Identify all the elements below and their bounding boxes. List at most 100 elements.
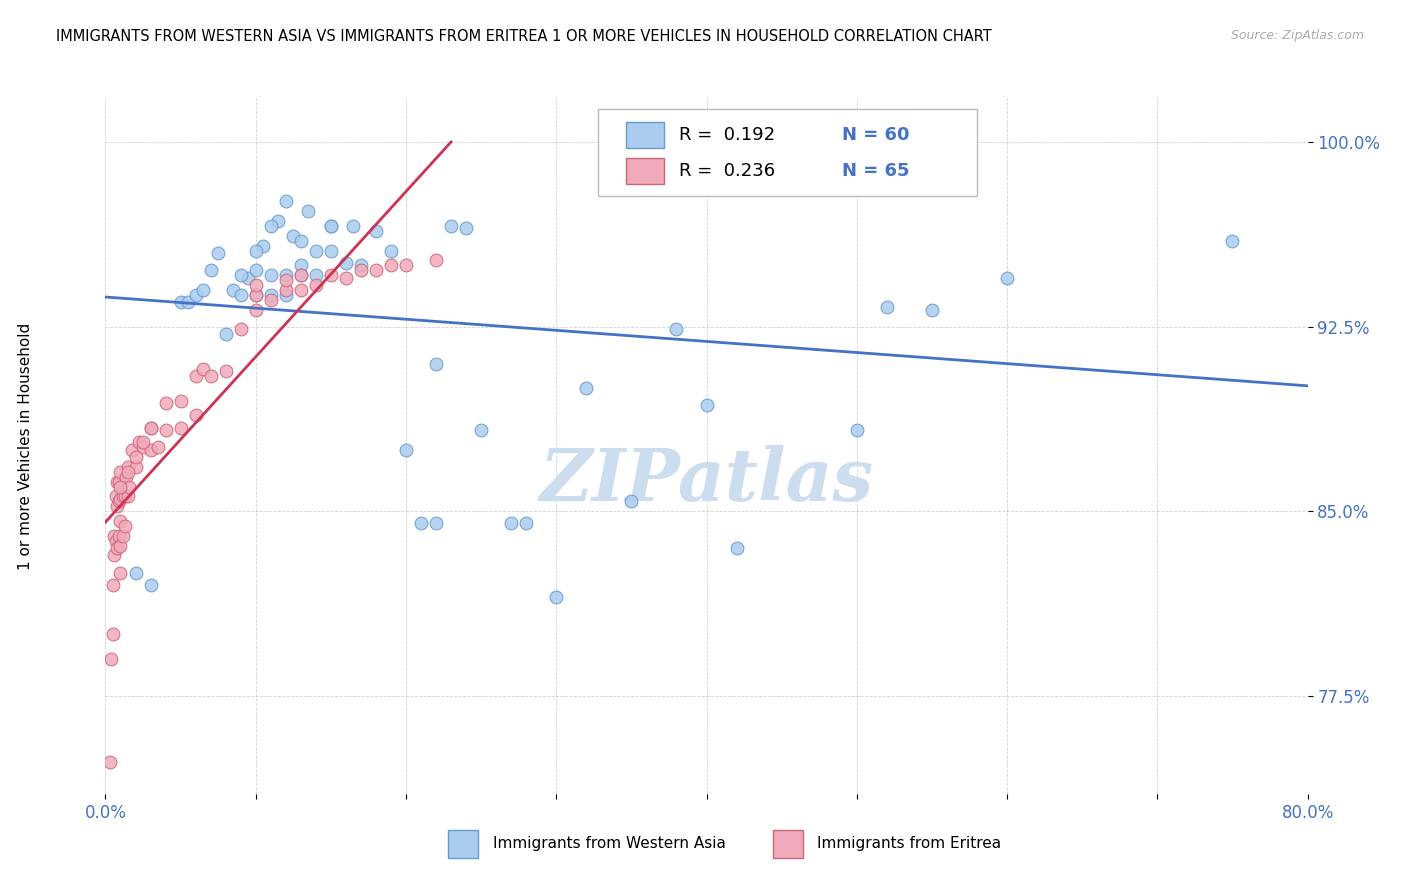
Point <box>319 219 342 233</box>
Point <box>342 219 364 233</box>
Point <box>101 627 124 641</box>
Point <box>245 287 267 301</box>
Point <box>470 423 492 437</box>
Point <box>380 244 402 258</box>
Point <box>546 591 568 605</box>
Point <box>409 516 432 531</box>
Point <box>108 494 131 508</box>
Point <box>155 396 177 410</box>
Point <box>104 490 127 504</box>
Point <box>425 253 447 268</box>
Text: N = 65: N = 65 <box>842 162 910 180</box>
Point <box>876 300 898 314</box>
Point <box>115 469 138 483</box>
Point <box>260 287 283 301</box>
Point <box>290 268 312 282</box>
Point <box>319 268 342 282</box>
Point <box>200 263 222 277</box>
Point <box>245 287 267 301</box>
Point <box>139 578 162 592</box>
Point <box>124 459 146 474</box>
Point <box>440 219 463 233</box>
Point <box>305 244 328 258</box>
Point <box>290 268 312 282</box>
Point <box>222 283 245 297</box>
Point <box>274 268 297 282</box>
Point <box>128 435 150 450</box>
Point <box>395 258 418 272</box>
Point <box>110 479 132 493</box>
Point <box>260 219 283 233</box>
Point <box>575 381 598 395</box>
Text: N = 60: N = 60 <box>842 126 910 144</box>
Bar <box>626 122 665 148</box>
Point <box>238 270 260 285</box>
Point <box>103 529 125 543</box>
Point <box>696 399 718 413</box>
Point <box>274 287 297 301</box>
Point <box>184 368 207 383</box>
Point <box>110 465 132 479</box>
Point <box>124 566 146 580</box>
Bar <box>449 830 478 858</box>
Point <box>169 420 191 434</box>
Point <box>245 302 267 317</box>
Point <box>184 409 207 423</box>
Point <box>350 263 373 277</box>
Point <box>725 541 748 555</box>
Point <box>146 440 169 454</box>
Point <box>283 228 305 243</box>
Point <box>297 204 319 219</box>
Point <box>995 270 1018 285</box>
Point <box>229 287 252 301</box>
Point <box>921 302 943 317</box>
Text: IMMIGRANTS FROM WESTERN ASIA VS IMMIGRANTS FROM ERITREA 1 OR MORE VEHICLES IN HO: IMMIGRANTS FROM WESTERN ASIA VS IMMIGRAN… <box>56 29 993 44</box>
Point <box>364 224 387 238</box>
Point <box>395 442 418 457</box>
Point <box>117 490 139 504</box>
Point <box>110 539 132 553</box>
Bar <box>773 830 803 858</box>
Point <box>245 244 267 258</box>
Text: Immigrants from Eritrea: Immigrants from Eritrea <box>817 837 1001 852</box>
Point <box>139 420 162 434</box>
Point <box>112 529 135 543</box>
Text: 1 or more Vehicles in Household: 1 or more Vehicles in Household <box>18 322 32 570</box>
Point <box>665 322 688 336</box>
Point <box>305 277 328 292</box>
Point <box>103 549 125 563</box>
Point <box>770 136 793 150</box>
Point <box>104 533 127 548</box>
Text: R =  0.236: R = 0.236 <box>679 162 775 180</box>
Point <box>139 442 162 457</box>
Point <box>274 283 297 297</box>
Point <box>290 283 312 297</box>
Point <box>214 327 236 342</box>
Point <box>207 246 229 260</box>
Point <box>305 268 328 282</box>
Point <box>229 268 252 282</box>
Point <box>124 450 146 464</box>
Point <box>155 423 177 437</box>
Point <box>169 393 191 408</box>
Text: Source: ZipAtlas.com: Source: ZipAtlas.com <box>1230 29 1364 42</box>
Point <box>112 490 135 504</box>
Point <box>110 566 132 580</box>
Point <box>114 490 136 504</box>
Point <box>200 368 222 383</box>
Text: R =  0.192: R = 0.192 <box>679 126 775 144</box>
Point <box>290 258 312 272</box>
Point <box>107 475 129 489</box>
Point <box>121 442 143 457</box>
Point <box>454 221 477 235</box>
Point <box>107 500 129 514</box>
Point <box>110 514 132 528</box>
FancyBboxPatch shape <box>599 109 977 195</box>
Point <box>252 238 274 252</box>
Point <box>101 578 124 592</box>
Point <box>380 258 402 272</box>
Point <box>169 295 191 310</box>
Point <box>229 322 252 336</box>
Point <box>364 263 387 277</box>
Point <box>274 273 297 287</box>
